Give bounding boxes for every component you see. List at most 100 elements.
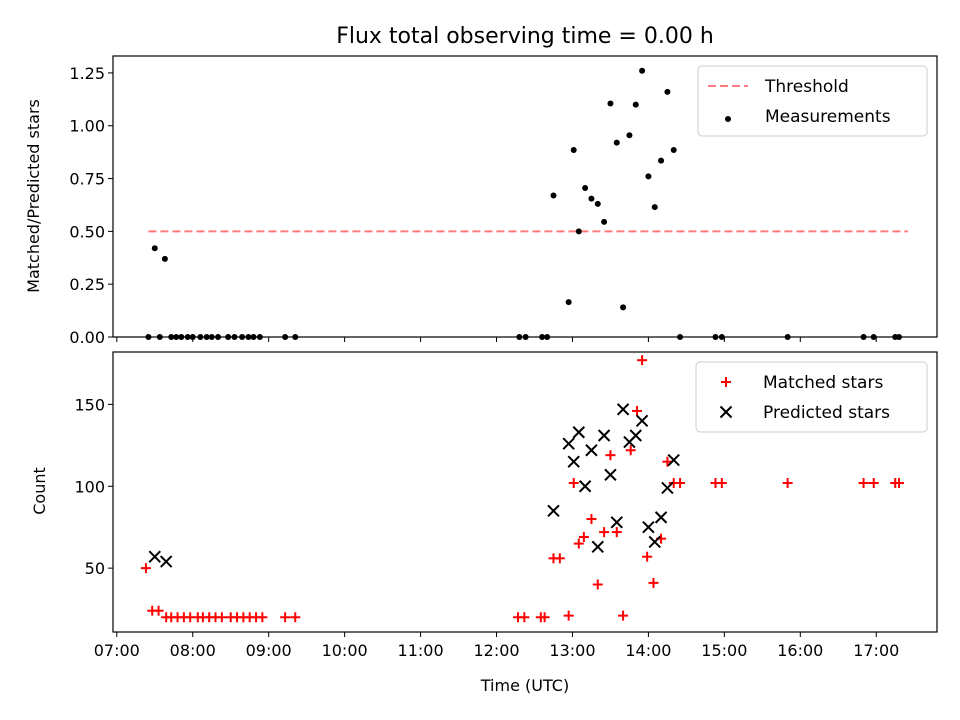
matched-star-marker xyxy=(782,477,793,488)
measurement-point xyxy=(582,185,589,192)
matched-star-marker xyxy=(153,605,164,616)
measurement-point xyxy=(632,101,639,108)
x-tick-label: 12:00 xyxy=(473,641,519,660)
marker-stroke xyxy=(159,555,173,568)
marker-stroke xyxy=(585,444,598,457)
matched-star-marker xyxy=(554,553,565,564)
matched-star-marker xyxy=(578,532,589,543)
legend-label: Measurements xyxy=(765,107,891,127)
measurement-point xyxy=(594,200,601,207)
matched-star-marker xyxy=(894,477,905,488)
measurement-point xyxy=(575,228,582,235)
matched-star-marker xyxy=(592,579,603,590)
x-tick-label: 11:00 xyxy=(398,641,444,660)
marker-stroke xyxy=(610,516,623,529)
matched-star-marker xyxy=(140,563,151,574)
measurement-point xyxy=(639,67,646,74)
x-tick-label: 13:00 xyxy=(549,641,595,660)
legend: Matched stars Predicted stars xyxy=(695,361,928,433)
measurement-point xyxy=(151,245,158,252)
x-tick-label: 07:00 xyxy=(94,641,140,660)
matched-star-marker xyxy=(637,355,648,366)
matched-star-marker xyxy=(632,405,643,416)
matched-star-marker xyxy=(573,538,584,549)
predicted-star-marker xyxy=(578,480,592,493)
legend-box xyxy=(697,65,928,137)
marker-stroke xyxy=(654,511,668,524)
x-tick-label: 09:00 xyxy=(246,641,292,660)
marker-stroke xyxy=(648,535,661,549)
y-tick-label: 50 xyxy=(85,559,105,578)
measurement-point xyxy=(620,304,627,311)
predicted-star-marker xyxy=(604,468,617,482)
y-tick-label: 0.00 xyxy=(69,328,105,347)
axes-frame xyxy=(112,351,938,633)
predicted-star-marker xyxy=(661,481,674,495)
matched-star-marker xyxy=(868,477,879,488)
predicted-star-marker xyxy=(610,516,623,529)
legend-measurement-swatch xyxy=(725,116,731,122)
matched-star-marker xyxy=(605,450,616,461)
matched-star-marker xyxy=(642,551,653,562)
matched-star-marker xyxy=(568,477,579,488)
marker-stroke xyxy=(661,481,674,495)
matched-star-marker xyxy=(519,612,530,623)
predicted-star-marker xyxy=(159,555,173,568)
top-plot-area: 0.00 0.25 0.50 0.75 1.00 1.25 Threshold Measure… xyxy=(69,55,938,347)
matched-star-marker xyxy=(290,612,301,623)
top-y-axis-label: Matched/Predicted stars xyxy=(24,99,43,293)
predicted-star-marker xyxy=(654,511,668,524)
legend-predicted-swatch xyxy=(719,405,733,419)
matched-star-marker xyxy=(280,612,291,623)
matched-star-marker xyxy=(625,445,636,456)
measurement-point xyxy=(550,192,557,199)
x-tick-label: 14:00 xyxy=(625,641,671,660)
measurement-point xyxy=(161,255,168,262)
marker-stroke xyxy=(148,550,161,563)
matched-star-marker xyxy=(599,527,610,538)
predicted-star-marker xyxy=(572,426,586,439)
matched-star-marker xyxy=(563,610,574,621)
x-tick-label: 10:00 xyxy=(322,641,368,660)
top-chart-title: Flux total observing time = 0.00 h xyxy=(336,24,714,49)
measurement-point xyxy=(565,299,572,306)
marker-stroke xyxy=(591,540,604,554)
y-tick-label: 1.25 xyxy=(69,64,105,83)
marker-stroke xyxy=(572,426,586,439)
marker-stroke xyxy=(567,455,580,468)
measurement-point xyxy=(670,147,677,154)
predicted-star-marker xyxy=(629,429,642,442)
matched-star-marker xyxy=(716,477,727,488)
measurement-point xyxy=(651,204,658,211)
y-tick-label: 0.75 xyxy=(69,170,105,189)
marker-stroke xyxy=(635,414,649,427)
x-tick-label: 16:00 xyxy=(777,641,823,660)
marker-stroke xyxy=(604,468,617,482)
matched-star-marker xyxy=(858,477,869,488)
legend: Threshold Measurements xyxy=(697,65,928,137)
predicted-star-marker xyxy=(667,453,680,467)
bottom-x-axis-label: Time (UTC) xyxy=(480,676,569,695)
measurement-point xyxy=(658,157,665,164)
y-tick-label: 1.00 xyxy=(69,117,105,136)
measurement-point xyxy=(588,195,595,202)
measurement-point xyxy=(664,88,671,95)
x-tick-label: 08:00 xyxy=(170,641,216,660)
marker-stroke xyxy=(616,403,630,416)
bottom-y-axis-label: Count xyxy=(30,467,49,515)
x-tick-label: 15:00 xyxy=(701,641,747,660)
predicted-star-marker xyxy=(591,540,604,554)
axes-frame xyxy=(112,55,938,338)
y-tick-label: 0.50 xyxy=(69,222,105,241)
predicted-star-marker xyxy=(585,444,598,457)
measurement-point xyxy=(626,132,633,139)
predicted-star-marker xyxy=(597,429,611,442)
legend-label: Predicted stars xyxy=(763,403,890,423)
predicted-star-marker xyxy=(562,437,575,450)
marker-stroke xyxy=(629,429,642,442)
x-tick-label: 17:00 xyxy=(853,641,899,660)
predicted-star-marker xyxy=(648,535,661,549)
matched-star-marker xyxy=(611,527,622,538)
matched-star-marker xyxy=(539,612,550,623)
